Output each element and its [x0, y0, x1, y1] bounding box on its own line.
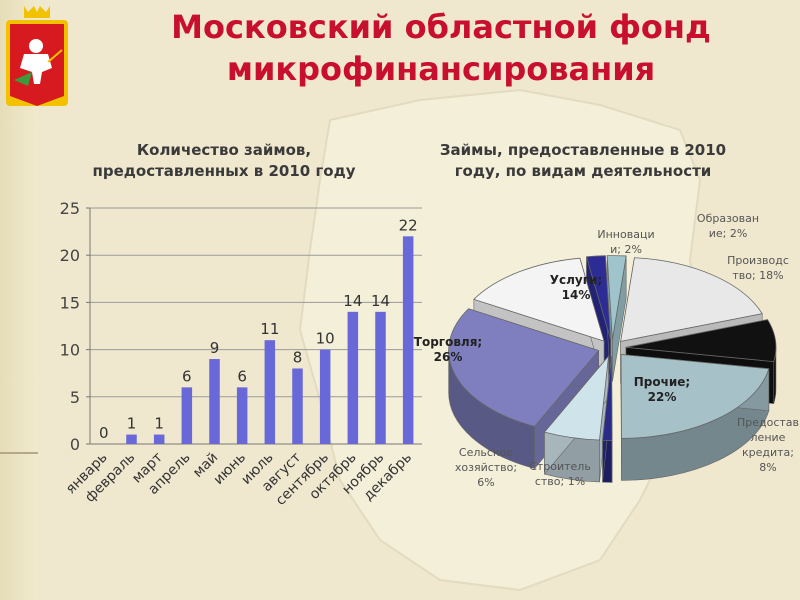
pie-label-line: ление — [751, 431, 786, 444]
bar-chart-title-line-2: предоставленных в 2010 году — [92, 162, 356, 180]
data-label: 9 — [210, 339, 220, 357]
pie-label: Прочие; 22% — [634, 375, 690, 404]
pie-label-line: 14% — [562, 288, 591, 302]
data-label: 11 — [260, 320, 279, 338]
pie-label-line: Предостав — [737, 416, 799, 429]
pie-label-line: ство; 1% — [535, 475, 585, 488]
bar — [402, 236, 414, 444]
pie-label: Строитель ство; 1% — [529, 460, 591, 488]
pie-label-line: Прочие; — [634, 375, 690, 389]
pie-slice-top — [620, 353, 770, 439]
data-label: 10 — [316, 330, 335, 348]
pie-label-line: и; 2% — [610, 243, 642, 256]
data-label: 6 — [182, 367, 192, 385]
pie-label-line: 8% — [759, 461, 776, 474]
pie-slice — [585, 255, 612, 382]
y-tick-label: 0 — [70, 435, 80, 454]
y-tick-label: 20 — [60, 246, 80, 265]
data-label: 1 — [127, 415, 137, 433]
pie-label: Сельское хозяйство; 6% — [455, 446, 517, 489]
bar — [126, 434, 137, 444]
divider — [0, 452, 38, 454]
pie-label-line: Инноваци — [597, 228, 654, 241]
pie-slice — [602, 356, 613, 483]
pie-label: Производс тво; 18% — [727, 254, 789, 282]
y-tick-label: 5 — [70, 388, 80, 407]
data-label: 14 — [371, 292, 390, 310]
pie-label-line: Услуги; — [550, 273, 602, 287]
pie-slice-top — [602, 356, 613, 441]
data-label: 8 — [293, 348, 303, 366]
slide-title: Московский областной фонд микрофинансиро… — [96, 6, 786, 90]
bar-chart: 05101520250январь1февраль1март6апрель9ма… — [60, 199, 422, 509]
bar — [236, 387, 248, 444]
pie-label: Торговля; 26% — [414, 335, 482, 364]
pie-slice — [620, 353, 770, 481]
pie-chart-title-line-1: Займы, предоставленные в 2010 — [439, 141, 727, 159]
pie-slice — [606, 255, 627, 382]
y-tick-label: 15 — [60, 293, 80, 312]
pie-slice-top — [448, 308, 600, 427]
pie-label: Инноваци и; 2% — [597, 228, 654, 256]
pie-label-line: 26% — [434, 350, 463, 364]
bar — [153, 434, 165, 444]
data-label: 22 — [399, 216, 418, 234]
pie-label-line: ие; 2% — [709, 227, 748, 240]
slide-title-line-1: Московский областной фонд — [171, 8, 711, 46]
bar — [375, 311, 386, 444]
pie-label-line: 6% — [477, 476, 494, 489]
bar — [209, 359, 220, 444]
data-label: 14 — [343, 292, 362, 310]
pie-label-line: Производс — [727, 254, 789, 267]
pie-label-line: кредита; — [742, 446, 794, 459]
pie-chart: Образован ие; 2% Производс тво; 18% Предоста… — [414, 212, 799, 489]
pie-label: Предостав ление кредита; 8% — [737, 416, 799, 474]
pie-slice-top — [543, 354, 610, 441]
pie-slice-top — [625, 319, 777, 363]
data-label: 6 — [237, 367, 247, 385]
bar — [292, 368, 303, 444]
slide-title-line-2: микрофинансирования — [226, 50, 656, 88]
data-label: 1 — [154, 415, 164, 433]
bar-chart-title: Количество займов, предоставленных в 201… — [48, 140, 400, 182]
pie-label-line: 22% — [648, 390, 677, 404]
pie-label: Услуги; 14% — [550, 273, 602, 302]
y-tick-label: 25 — [60, 199, 80, 218]
data-label: 0 — [99, 424, 109, 442]
pie-slice-top — [585, 255, 612, 340]
bar — [319, 349, 331, 444]
pie-label-line: Торговля; — [414, 335, 482, 349]
pie-label-line: Сельское — [459, 446, 513, 459]
bar-chart-title-line-1: Количество займов, — [136, 141, 312, 159]
pie-label: Образован ие; 2% — [697, 212, 759, 240]
pie-label-line: Образован — [697, 212, 759, 225]
bar — [347, 311, 359, 444]
pie-chart-title-line-2: году, по видам деятельности — [454, 162, 712, 180]
pie-slice-top — [473, 257, 605, 342]
pie-label-line: тво; 18% — [732, 269, 783, 282]
bar — [181, 387, 193, 444]
bar — [264, 340, 276, 444]
pie-slice-top — [606, 255, 627, 340]
y-tick-label: 10 — [60, 341, 80, 360]
pie-slice-top — [620, 257, 763, 342]
pie-chart-title: Займы, предоставленные в 2010 году, по в… — [398, 140, 768, 182]
pie-label-line: хозяйство; — [455, 461, 517, 474]
emblem-icon — [6, 6, 68, 106]
pie-label-line: Строитель — [529, 460, 591, 473]
